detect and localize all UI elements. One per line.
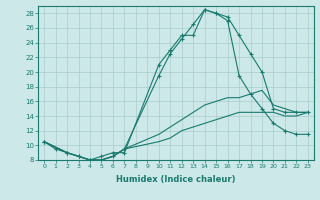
X-axis label: Humidex (Indice chaleur): Humidex (Indice chaleur) [116, 175, 236, 184]
